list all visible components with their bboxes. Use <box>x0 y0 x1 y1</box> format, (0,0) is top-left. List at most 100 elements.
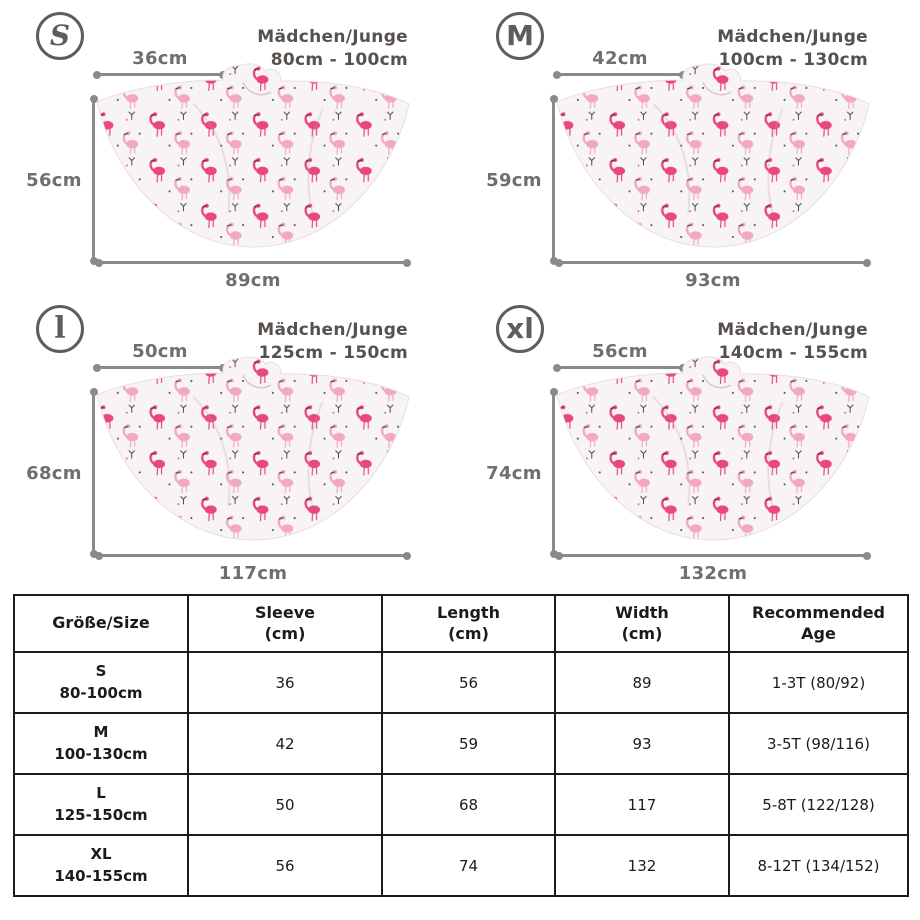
width-value: 117cm <box>218 563 288 584</box>
header-unit: (cm) <box>264 623 306 643</box>
poncho-illustration <box>96 356 410 541</box>
size-code: S <box>95 661 107 680</box>
cell-sleeve: 36 <box>187 651 383 714</box>
table-row: L 125-150cm 50 68 117 5-8T (122/128) <box>13 773 909 836</box>
size-code: XL <box>90 844 112 863</box>
size-panel-l: l Mädchen/Junge 125cm - 150cm 50cm 68cm <box>0 293 460 586</box>
col-header-width: Width (cm) <box>554 594 730 653</box>
header-unit: (cm) <box>448 623 489 643</box>
length-dimension-line <box>89 95 98 265</box>
audience-label: Mädchen/Junge <box>717 27 868 47</box>
width-value: 93cm <box>685 270 741 291</box>
height-range-label: 125cm - 150cm <box>258 342 408 363</box>
audience-label: Mädchen/Junge <box>717 320 868 340</box>
size-letter: M <box>506 19 534 52</box>
size-badge-l: l <box>36 305 84 353</box>
size-diagram-grid: S Mädchen/Junge 80cm - 100cm 36cm 56cm <box>0 0 920 586</box>
size-badge-s: S <box>36 12 84 60</box>
cell-width: 132 <box>554 834 730 897</box>
size-letter: l <box>54 311 66 346</box>
sleeve-value: 56cm <box>592 341 648 362</box>
cell-size: S 80-100cm <box>13 651 189 714</box>
width-dimension-m: 93cm <box>555 258 871 291</box>
length-dimension-line <box>89 388 98 558</box>
size-table: Größe/Size Sleeve (cm) Length (cm) Width (c… <box>13 594 909 897</box>
cell-length: 74 <box>381 834 556 897</box>
header-unit: Age <box>801 623 836 643</box>
size-code: M <box>93 722 109 741</box>
audience-info-l: Mädchen/Junge 125cm - 150cm <box>257 319 408 365</box>
col-header-age: Recommended Age <box>728 594 909 653</box>
length-value: 59cm <box>486 170 542 191</box>
width-value: 89cm <box>225 270 281 291</box>
audience-info-xl: Mädchen/Junge 140cm - 155cm <box>717 319 868 365</box>
size-badge-m: M <box>496 12 544 60</box>
audience-label: Mädchen/Junge <box>257 320 408 340</box>
table-row: M 100-130cm 42 59 93 3-5T (98/116) <box>13 712 909 775</box>
poncho-illustration <box>96 63 410 248</box>
header-label: Recommended <box>752 602 885 622</box>
length-dimension-line <box>549 95 558 265</box>
cell-sleeve: 42 <box>187 712 383 775</box>
cell-age: 3-5T (98/116) <box>728 712 909 775</box>
cell-size: M 100-130cm <box>13 712 189 775</box>
cell-age: 5-8T (122/128) <box>728 773 909 836</box>
width-dimension-xl: 132cm <box>555 551 871 584</box>
size-badge-xl: xl <box>496 305 544 353</box>
length-value: 68cm <box>26 463 82 484</box>
header-label: Größe/Size <box>52 613 150 633</box>
cell-length: 68 <box>381 773 556 836</box>
width-dimension-line <box>555 551 871 560</box>
cell-age: 8-12T (134/152) <box>728 834 909 897</box>
header-label: Sleeve <box>255 602 315 622</box>
cell-size: L 125-150cm <box>13 773 189 836</box>
audience-info-s: Mädchen/Junge 80cm - 100cm <box>257 26 408 72</box>
header-unit: (cm) <box>621 623 663 643</box>
width-dimension-l: 117cm <box>95 551 411 584</box>
width-dimension-line <box>95 551 411 560</box>
cell-age: 1-3T (80/92) <box>728 651 909 714</box>
length-value: 56cm <box>26 170 82 191</box>
size-code: L <box>96 783 106 802</box>
audience-label: Mädchen/Junge <box>257 27 408 47</box>
cell-width: 93 <box>554 712 730 775</box>
sleeve-value: 36cm <box>132 48 188 69</box>
cell-sleeve: 56 <box>187 834 383 897</box>
cell-sleeve: 50 <box>187 773 383 836</box>
col-header-length: Length (cm) <box>381 594 556 653</box>
width-value: 132cm <box>678 563 748 584</box>
cell-size: XL 140-155cm <box>13 834 189 897</box>
cell-length: 59 <box>381 712 556 775</box>
header-label: Length <box>437 602 500 622</box>
cell-width: 117 <box>554 773 730 836</box>
table-row: XL 140-155cm 56 74 132 8-12T (134/152) <box>13 834 909 897</box>
sleeve-value: 50cm <box>132 341 188 362</box>
length-value: 74cm <box>486 463 542 484</box>
size-letter: S <box>49 19 71 52</box>
col-header-size: Größe/Size <box>13 594 189 653</box>
poncho-illustration <box>556 63 870 248</box>
header-label: Width <box>615 602 669 622</box>
height-range-label: 140cm - 155cm <box>718 342 868 363</box>
size-range: 140-155cm <box>54 866 148 885</box>
poncho-illustration <box>556 356 870 541</box>
size-range: 80-100cm <box>59 683 143 702</box>
size-panel-m: M Mädchen/Junge 100cm - 130cm 42cm 59cm <box>460 0 920 293</box>
size-range: 100-130cm <box>54 744 148 763</box>
audience-info-m: Mädchen/Junge 100cm - 130cm <box>717 26 868 72</box>
width-dimension-line <box>95 258 411 267</box>
size-panel-s: S Mädchen/Junge 80cm - 100cm 36cm 56cm <box>0 0 460 293</box>
width-dimension-s: 89cm <box>95 258 411 291</box>
height-range-label: 100cm - 130cm <box>718 49 868 70</box>
size-panel-xl: xl Mädchen/Junge 140cm - 155cm 56cm 74cm <box>460 293 920 586</box>
size-letter: xl <box>506 312 534 345</box>
table-row: S 80-100cm 36 56 89 1-3T (80/92) <box>13 651 909 714</box>
cell-width: 89 <box>554 651 730 714</box>
sleeve-value: 42cm <box>592 48 648 69</box>
size-range: 125-150cm <box>54 805 148 824</box>
height-range-label: 80cm - 100cm <box>270 49 408 70</box>
cell-length: 56 <box>381 651 556 714</box>
length-dimension-line <box>549 388 558 558</box>
width-dimension-line <box>555 258 871 267</box>
col-header-sleeve: Sleeve (cm) <box>187 594 383 653</box>
